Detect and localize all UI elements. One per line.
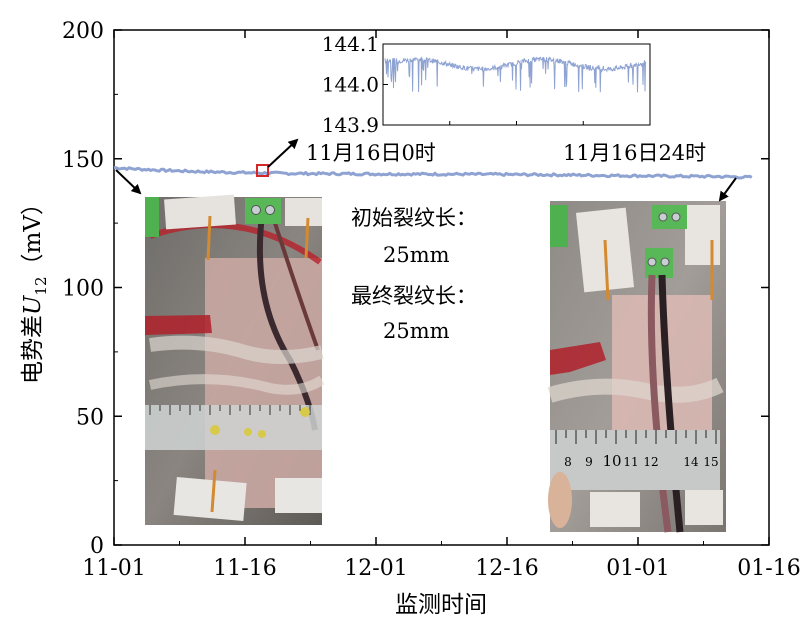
x-tick-label: 01-16: [737, 556, 800, 581]
right-ruler-number: 11: [623, 455, 638, 469]
right-ruler-number: 14: [683, 455, 699, 469]
y-tick-label: 50: [76, 405, 104, 430]
y-tick-label: 150: [62, 148, 104, 173]
y-tick-label: 100: [62, 277, 104, 302]
x-tick-label: 12-01: [344, 556, 407, 581]
right-ruler-number: 9: [585, 455, 593, 469]
axes: 11-01 11-16 12-01 12-16 01-01 01-16 0 50 100 150 2…: [62, 19, 800, 581]
y-axis-title-symbol: U: [20, 294, 46, 315]
inset-y-tick-label: 144.0: [322, 73, 379, 97]
final-crack-value: 25mm: [383, 319, 450, 343]
series-line: [113, 166, 753, 180]
right-ruler-number: 12: [643, 455, 658, 469]
y-axis-title-subscript: 12: [32, 276, 50, 295]
inset-y-tick-label: 143.9: [322, 113, 379, 137]
y-axis-title-main: 电势差: [20, 315, 46, 384]
initial-crack-value: 25mm: [383, 243, 450, 267]
x-tick-label: 12-16: [475, 556, 538, 581]
y-tick-label: 200: [62, 19, 104, 44]
right-ruler-number: 8: [564, 455, 572, 469]
arrow-zoom: [267, 138, 299, 168]
y-axis-title-unit: （mV）: [20, 192, 46, 276]
inset-y-tick-label: 144.1: [322, 32, 379, 56]
y-tick-label: 0: [90, 534, 104, 559]
zoom-end-label: 11月16日24时: [563, 141, 706, 165]
right-ruler-number: 15: [703, 455, 718, 469]
inset-ticks: 144.1 144.0 143.9: [322, 32, 584, 137]
x-tick-label: 11-16: [213, 556, 276, 581]
final-crack-label: 最终裂纹长：: [351, 284, 477, 308]
inset-chart: 144.1 144.0 143.9: [322, 32, 651, 137]
arrow-right-photo: [718, 177, 737, 202]
initial-crack-label: 初始裂纹长：: [351, 206, 477, 230]
right-ruler-number: 10: [602, 452, 621, 470]
arrow-left-photo: [115, 169, 142, 195]
zoom-marker: [256, 164, 269, 177]
zoom-start-label: 11月16日0时: [306, 141, 436, 165]
y-axis-title: 电势差U12（mV）: [20, 192, 50, 384]
inset-series-line: [384, 56, 647, 93]
x-axis-title: 监测时间: [395, 592, 487, 618]
right-ruler-numbers: 8 9 10 11 12 14 15: [564, 452, 718, 470]
left-photo: [145, 194, 325, 525]
svg-text:电势差U12（mV）: 电势差U12（mV）: [20, 192, 50, 384]
x-tick-label: 01-01: [606, 556, 669, 581]
right-photo: 8 9 10 11 12 14 15: [547, 201, 726, 533]
annotation-arrows: [115, 138, 737, 202]
x-tick-label: 11-01: [82, 556, 145, 581]
